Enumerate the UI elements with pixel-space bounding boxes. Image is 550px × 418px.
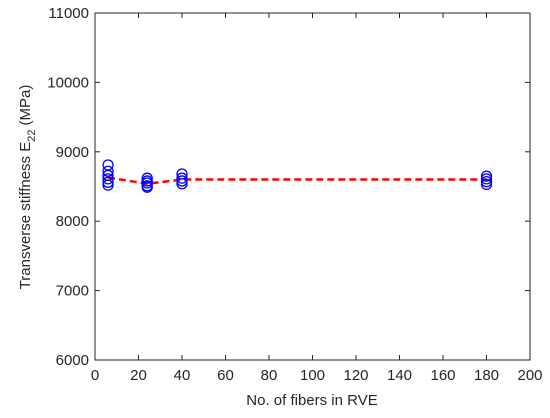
y-label-text: Transverse stiffness E: [17, 142, 34, 290]
y-tick-label: 9000: [56, 144, 89, 161]
data-point: [176, 178, 188, 190]
x-tick-label: 180: [474, 367, 499, 384]
y-label-subscript: 22: [26, 130, 38, 142]
x-tick-label: 40: [174, 367, 191, 384]
data-point: [176, 175, 188, 187]
data-point: [480, 178, 493, 191]
plot-area: [94, 12, 531, 361]
x-tick-label: 160: [430, 367, 455, 384]
x-axis-label: No. of fibers in RVE: [246, 392, 377, 409]
x-tick-label: 140: [387, 367, 412, 384]
data-point: [176, 172, 188, 184]
data-point: [102, 179, 114, 191]
x-tick-label: 80: [261, 367, 278, 384]
x-tick-label: 200: [517, 367, 542, 384]
x-tick-label: 20: [130, 367, 147, 384]
data-point: [102, 165, 114, 177]
data-point: [141, 172, 153, 184]
data-point: [480, 175, 493, 188]
x-tick-label: 60: [217, 367, 234, 384]
y-label-unit: (MPa): [17, 85, 34, 126]
x-tick-label: 0: [91, 367, 99, 384]
y-tick-label: 8000: [56, 213, 89, 230]
mean-line: [107, 176, 487, 185]
y-tick-label: 6000: [56, 352, 89, 369]
data-point: [141, 177, 153, 189]
y-tick-label: 11000: [48, 5, 89, 22]
x-tick-label: 120: [343, 367, 368, 384]
y-tick-label: 10000: [47, 74, 89, 91]
data-point: [480, 173, 493, 185]
data-point: [480, 170, 493, 182]
data-point: [102, 173, 114, 185]
y-tick-label: 7000: [56, 283, 89, 300]
x-tick-label: 100: [300, 367, 325, 384]
data-point: [102, 176, 114, 188]
data-point: [141, 181, 153, 193]
y-axis-label: Transverse stiffness E22 (MPa): [17, 85, 38, 290]
